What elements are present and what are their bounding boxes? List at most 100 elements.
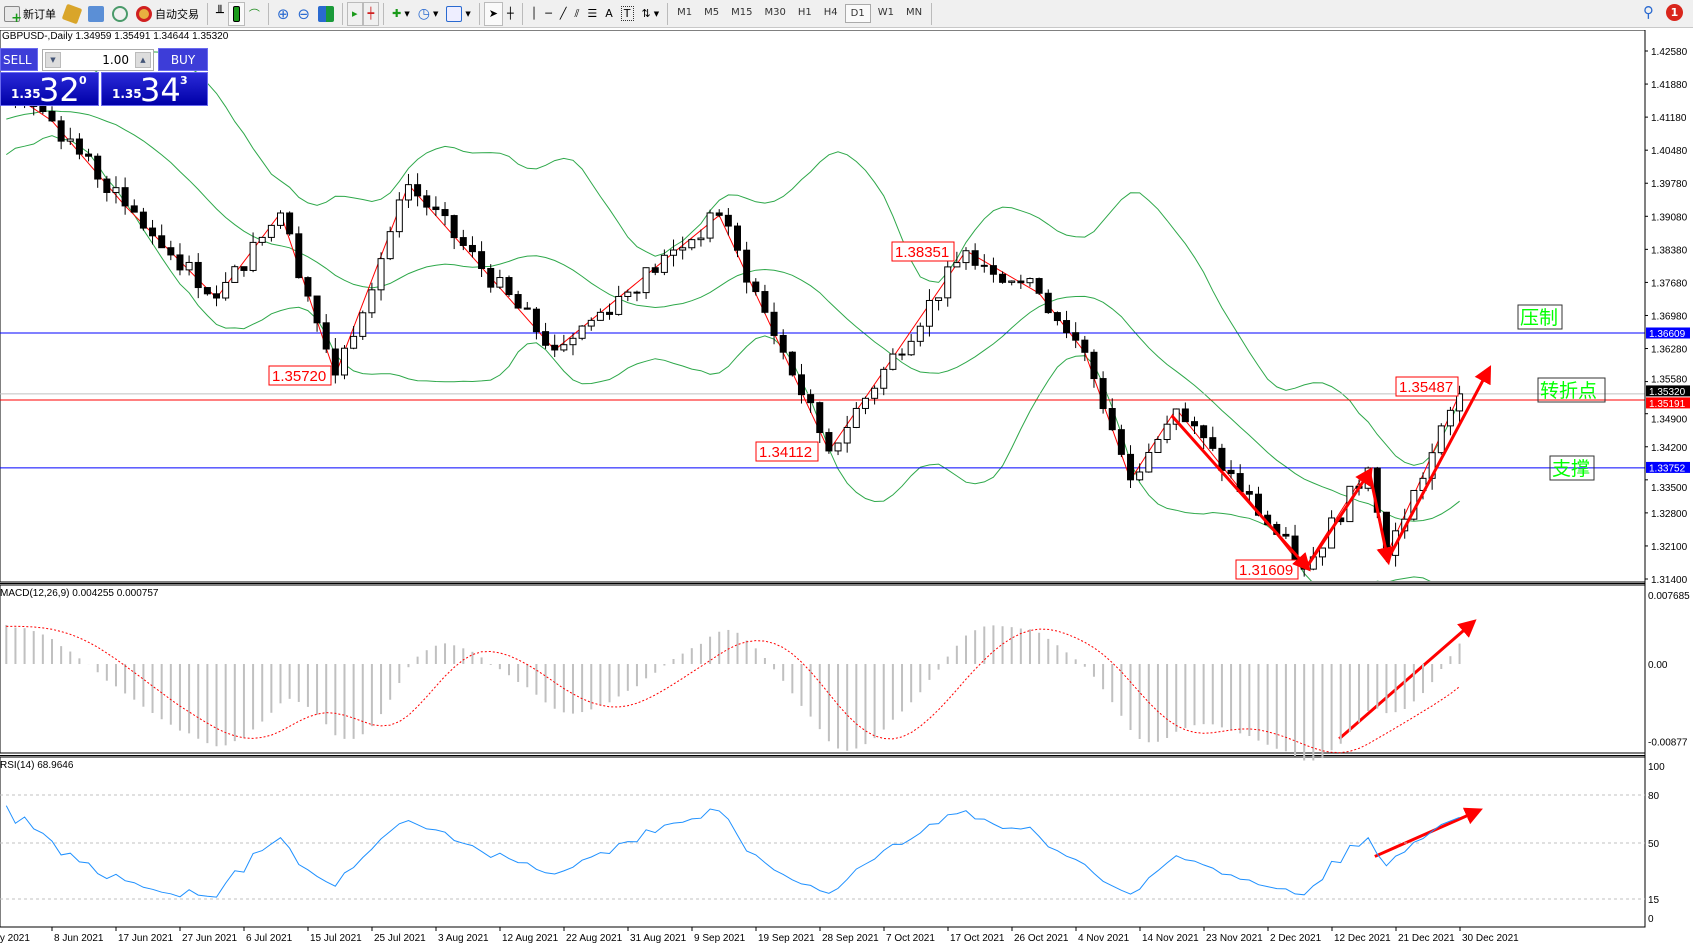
lot-size-input[interactable]: ▼ 1.00 ▲ — [42, 49, 154, 71]
fibonacci-icon: ☰ — [587, 7, 598, 20]
candle — [670, 239, 678, 267]
candle-body — [450, 215, 458, 239]
date-tick-label: 4 Nov 2021 — [1078, 933, 1130, 944]
candle-body — [953, 262, 961, 268]
timeframe-h1[interactable]: H1 — [797, 7, 812, 18]
search-icon[interactable]: ⚲ — [1643, 3, 1654, 21]
price-tick-label: 1.35580 — [1651, 375, 1688, 386]
candle — [1127, 445, 1135, 489]
trendline-button[interactable]: ╱ — [556, 2, 571, 26]
trend-arrow — [1170, 414, 1311, 572]
timeframe-bar: M1 M5 M15 M30 H1 H4 D1 W1 MN — [672, 4, 927, 23]
sell-button[interactable]: SELL — [0, 48, 38, 71]
lot-decrease-button[interactable]: ▼ — [45, 52, 61, 68]
lot-increase-button[interactable]: ▲ — [135, 52, 151, 68]
date-tick-label: 27 Jun 2021 — [182, 933, 238, 944]
annotation-text: 转折点 — [1540, 380, 1597, 402]
candle-body — [825, 432, 833, 452]
candle-body — [560, 344, 568, 351]
tile-windows-button[interactable] — [314, 2, 338, 26]
timeframe-m5[interactable]: M5 — [704, 7, 720, 18]
indicators-button[interactable]: ✚ ▼ — [392, 7, 410, 20]
signal-button[interactable] — [108, 2, 132, 26]
zoom-out-button[interactable]: ⊖ — [293, 2, 314, 26]
periods-button[interactable]: ◷ ▼ — [417, 5, 439, 22]
chart-canvas[interactable]: 1.35720 1.34112 1.38351 1.31609 1.35487 压制转折点… — [0, 30, 1693, 949]
candle — [414, 173, 422, 207]
buy-price[interactable]: 1.35 34 3 — [101, 71, 208, 109]
candle — [121, 177, 129, 215]
candle-body — [277, 212, 284, 226]
zoom-in-button[interactable]: ⊕ — [273, 2, 294, 26]
candle — [715, 209, 723, 218]
candle — [85, 148, 93, 162]
candle-body — [852, 407, 860, 428]
autoscroll-button[interactable]: ▸ — [346, 1, 363, 26]
timeframe-h4[interactable]: H4 — [823, 7, 838, 18]
candle — [989, 257, 997, 283]
price-tick-label: 1.39780 — [1651, 179, 1688, 190]
line-price-badge-bg — [1646, 397, 1690, 409]
candle — [578, 325, 586, 341]
rsi-tick-label: 100 — [1648, 762, 1665, 773]
timeframe-d1[interactable]: D1 — [844, 4, 871, 23]
candle-body — [1218, 447, 1226, 471]
sell-price[interactable]: 1.35 32 0 — [0, 71, 99, 109]
timeframe-m15[interactable]: M15 — [731, 7, 753, 18]
price-tick-label: 1.41880 — [1651, 80, 1688, 91]
candle-body — [1191, 421, 1198, 427]
candle — [944, 256, 952, 307]
candle — [935, 297, 943, 311]
arrows-button[interactable]: ⇅ ▼ — [641, 7, 660, 20]
templates-button[interactable]: ▼ — [442, 2, 474, 26]
text-label-button[interactable]: T — [617, 2, 638, 26]
metaeditor-button[interactable] — [60, 2, 84, 26]
equidistant-channel-button[interactable]: ⫽ — [570, 2, 583, 26]
date-tick-label: 28 Sep 2021 — [822, 933, 879, 944]
text-label-icon: T — [620, 6, 634, 21]
date-tick-label: 12 Dec 2021 — [1334, 933, 1391, 944]
crosshair-button[interactable]: ┼ — [503, 2, 518, 26]
horizontal-line-button[interactable]: ─ — [541, 2, 556, 26]
vertical-line-button[interactable]: │ — [527, 2, 542, 26]
candle-body — [907, 340, 915, 356]
candle — [222, 272, 230, 301]
candlestick-button[interactable] — [227, 1, 245, 26]
line-chart-button[interactable]: ⌒ — [245, 2, 264, 26]
annotation-text: 支撑 — [1552, 458, 1590, 480]
candle-body — [1008, 280, 1016, 283]
candle — [642, 267, 650, 299]
templates-icon — [446, 5, 463, 22]
trend-arrow — [1367, 471, 1395, 566]
candle-body — [130, 205, 138, 213]
candle — [788, 351, 796, 377]
macd-label: MACD(12,26,9) 0.004255 0.000757 — [0, 588, 159, 599]
candle — [816, 401, 824, 444]
cursor-button[interactable]: ➤ — [483, 1, 503, 26]
timeframe-mn[interactable]: MN — [905, 7, 923, 18]
candle-body — [999, 273, 1007, 283]
bar-chart-button[interactable]: ╨ — [212, 2, 228, 26]
rsi-tick-label: 50 — [1648, 839, 1660, 850]
notification-icon[interactable]: 1 — [1666, 3, 1683, 21]
zoom-out-icon: ⊖ — [297, 4, 310, 23]
navigator-button[interactable] — [84, 2, 108, 26]
timeframe-w1[interactable]: W1 — [877, 7, 894, 18]
new-order-button[interactable]: + 新订单 — [0, 2, 60, 26]
timeframe-m1[interactable]: M1 — [677, 7, 693, 18]
candle — [724, 208, 732, 236]
date-tick-label: 25 Jul 2021 — [374, 933, 426, 944]
macd-pane — [0, 584, 1646, 754]
main-plot — [0, 51, 1645, 581]
candle — [861, 396, 869, 415]
buy-button[interactable]: BUY — [158, 48, 208, 71]
candle-body — [414, 184, 422, 197]
equidistant-channel-icon: ⫽ — [574, 6, 580, 20]
candle — [103, 175, 111, 202]
text-button[interactable]: A — [601, 2, 617, 26]
fibonacci-button[interactable]: ☰ — [583, 2, 601, 26]
price-tick-label: 1.36280 — [1651, 345, 1688, 356]
timeframe-m30[interactable]: M30 — [764, 7, 786, 18]
auto-trading-button[interactable]: 自动交易 — [132, 2, 203, 26]
chart-shift-button[interactable]: ┿ — [362, 1, 380, 26]
